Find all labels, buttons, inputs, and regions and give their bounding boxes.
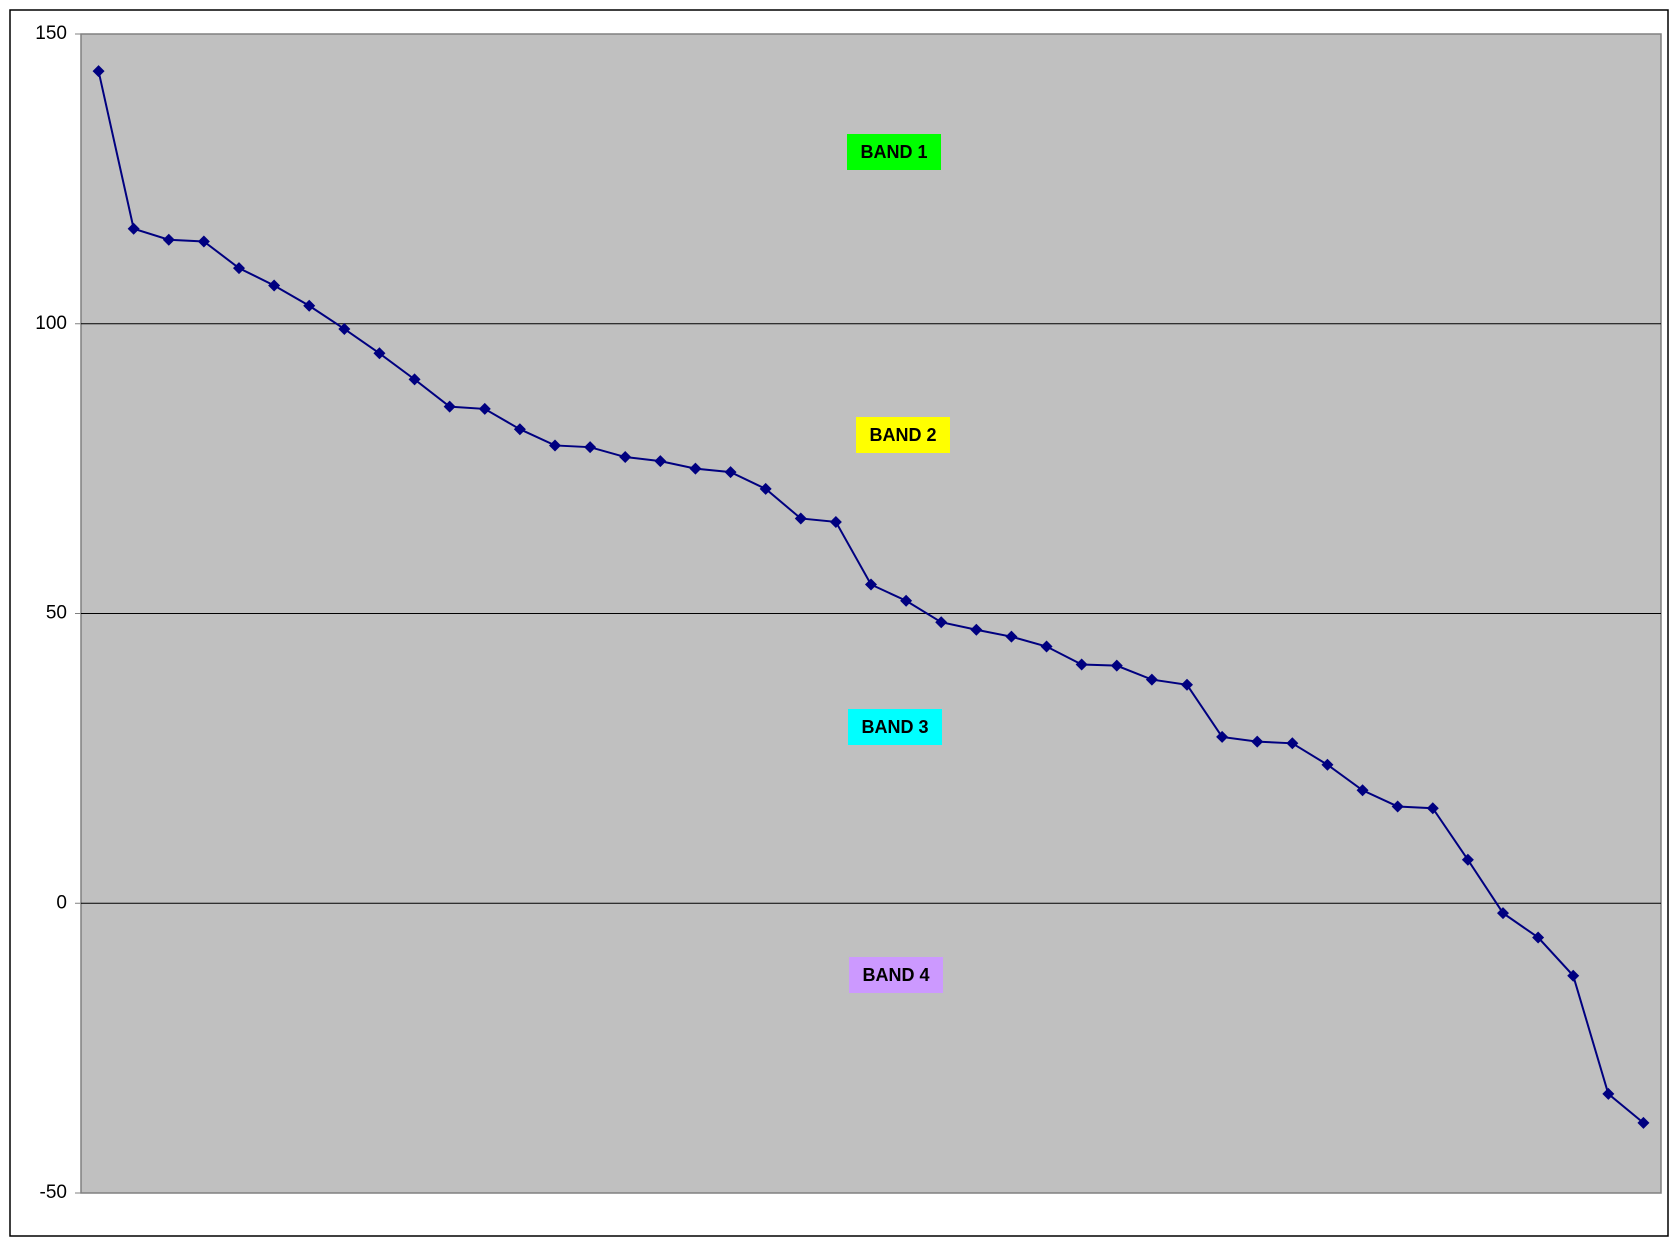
data-point <box>443 400 456 413</box>
data-point <box>1461 853 1474 866</box>
data-point <box>1040 640 1053 653</box>
data-point <box>584 441 597 454</box>
data-point <box>689 462 702 475</box>
data-point <box>724 466 737 479</box>
data-point <box>1637 1116 1650 1129</box>
data-point <box>1567 969 1580 982</box>
data-point <box>1110 659 1123 672</box>
data-point <box>478 402 491 415</box>
data-point <box>1602 1087 1615 1100</box>
data-point <box>1145 673 1158 686</box>
data-point <box>654 455 667 468</box>
data-point <box>197 235 210 248</box>
y-tick-label: 0 <box>56 892 67 913</box>
data-point <box>268 279 281 292</box>
band-label: BAND 1 <box>860 142 927 162</box>
band-label-box <box>848 709 942 745</box>
data-point <box>92 65 105 78</box>
data-point <box>1532 931 1545 944</box>
data-point <box>1286 737 1299 750</box>
band-label: BAND 4 <box>862 965 929 985</box>
band-label: BAND 3 <box>861 717 928 737</box>
data-point <box>1497 907 1509 920</box>
band-label-box <box>849 957 943 993</box>
data-point <box>829 515 842 528</box>
data-point <box>1391 800 1404 813</box>
data-point <box>513 423 526 436</box>
band-label: BAND 2 <box>869 425 936 445</box>
data-point <box>1181 678 1193 691</box>
data-point <box>759 482 772 495</box>
data-point <box>338 322 351 335</box>
data-point <box>549 439 561 452</box>
band-label-box <box>847 134 941 170</box>
band-label-box <box>856 417 950 453</box>
y-tick-label: -50 <box>40 1182 67 1203</box>
y-tick-label: 100 <box>35 313 67 334</box>
data-point <box>408 373 421 386</box>
data-point <box>127 222 140 235</box>
y-tick-label: 50 <box>46 603 67 624</box>
data-point <box>303 299 316 312</box>
data-point <box>162 233 175 246</box>
data-point <box>1075 658 1088 671</box>
data-point <box>794 512 807 525</box>
data-point <box>619 451 632 464</box>
y-tick-label: 150 <box>35 23 67 44</box>
data-point <box>1216 730 1229 743</box>
data-point <box>1426 802 1439 815</box>
data-point <box>935 616 948 629</box>
data-point <box>970 623 983 636</box>
data-point <box>1005 630 1018 643</box>
data-point <box>1321 758 1334 771</box>
data-point <box>1251 735 1264 748</box>
data-point <box>233 262 245 275</box>
data-point <box>900 594 913 607</box>
data-point <box>865 578 877 591</box>
data-point <box>1356 784 1369 797</box>
data-point <box>373 347 386 360</box>
